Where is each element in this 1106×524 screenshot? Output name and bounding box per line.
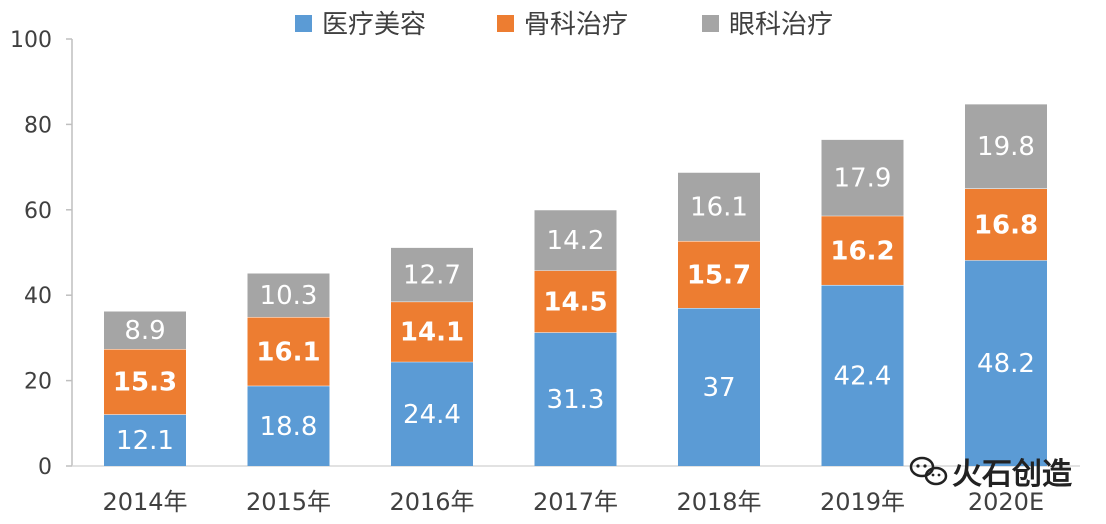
x-tick-label: 2016年 <box>389 488 474 516</box>
bar-segment <box>678 308 760 466</box>
bar-segment <box>821 215 904 285</box>
data-label: 14.1 <box>400 318 464 348</box>
data-label: 24.4 <box>403 400 461 430</box>
legend-label: 医疗美容 <box>322 10 426 40</box>
data-label: 15.7 <box>687 260 751 290</box>
legend-swatch <box>497 15 514 32</box>
data-label: 42.4 <box>834 361 892 391</box>
data-labels: 12.1 15.3 8.9 18.8 16.1 10.3 24.4 14.1 12.7 31.3 1… <box>113 132 1038 456</box>
bar-segment <box>391 361 473 466</box>
data-label: 17.9 <box>834 164 892 194</box>
bar-segment <box>247 272 330 317</box>
bar-segment <box>391 301 473 362</box>
legend-swatch <box>702 15 719 32</box>
data-label: 37 <box>702 373 735 403</box>
legend-label: 骨科治疗 <box>524 10 628 40</box>
x-tick-label: 2015年 <box>246 488 331 516</box>
bar-segment <box>965 260 1047 466</box>
y-axis: 0 20 40 60 80 100 <box>10 28 1080 480</box>
bar-segment <box>104 414 186 466</box>
x-tick-label: 2014年 <box>102 488 187 516</box>
legend-swatch <box>295 15 312 32</box>
data-label: 15.3 <box>113 368 177 398</box>
data-label: 12.1 <box>116 426 174 456</box>
bar-segment <box>104 310 186 350</box>
bar-segment <box>965 103 1047 189</box>
y-tick-label: 40 <box>24 284 52 309</box>
bars <box>104 103 1047 466</box>
bar-segment <box>104 349 186 415</box>
data-label: 14.2 <box>547 226 605 256</box>
data-label: 16.1 <box>256 337 320 367</box>
y-tick-label: 0 <box>38 455 52 480</box>
legend-label: 眼科治疗 <box>729 10 833 40</box>
x-tick-label: 2018年 <box>676 488 761 516</box>
data-label: 16.2 <box>830 236 894 266</box>
data-label: 14.5 <box>543 287 607 317</box>
x-tick-label: 2020E <box>968 488 1044 516</box>
bar-segment <box>678 240 760 309</box>
y-tick-label: 60 <box>24 199 52 224</box>
bar-segment <box>534 209 617 271</box>
watermark-text: 火石创造 <box>952 457 1072 492</box>
y-tick-label: 80 <box>24 113 52 138</box>
data-label: 10.3 <box>260 281 318 311</box>
wechat-icon <box>909 456 948 486</box>
data-label: 8.9 <box>124 316 165 346</box>
bar-segment <box>965 188 1047 261</box>
bar-segment <box>247 385 330 466</box>
x-axis-labels: 2014年 2015年 2016年 2017年 2018年 2019年 2020E <box>102 488 1044 516</box>
bar-segment <box>678 172 760 241</box>
x-tick-label: 2017年 <box>533 488 618 516</box>
data-label: 16.8 <box>974 210 1038 240</box>
x-tick-label: 2019年 <box>820 488 905 516</box>
data-label: 12.7 <box>403 260 461 290</box>
bar-segment <box>821 284 904 466</box>
data-label: 48.2 <box>977 349 1035 379</box>
data-label: 18.8 <box>260 412 318 442</box>
bar-segment <box>534 270 617 333</box>
bar-segment <box>247 316 330 386</box>
bar-segment <box>391 247 473 302</box>
y-tick-label: 20 <box>24 370 52 395</box>
legend: 医疗美容 骨科治疗 眼科治疗 <box>295 10 833 40</box>
bar-segment <box>534 332 617 466</box>
y-tick-label: 100 <box>10 28 52 53</box>
data-label: 19.8 <box>977 132 1035 162</box>
data-label: 31.3 <box>547 385 605 415</box>
data-label: 16.1 <box>690 193 748 223</box>
watermark: 火石创造 <box>909 456 1072 492</box>
bar-segment <box>821 139 904 216</box>
